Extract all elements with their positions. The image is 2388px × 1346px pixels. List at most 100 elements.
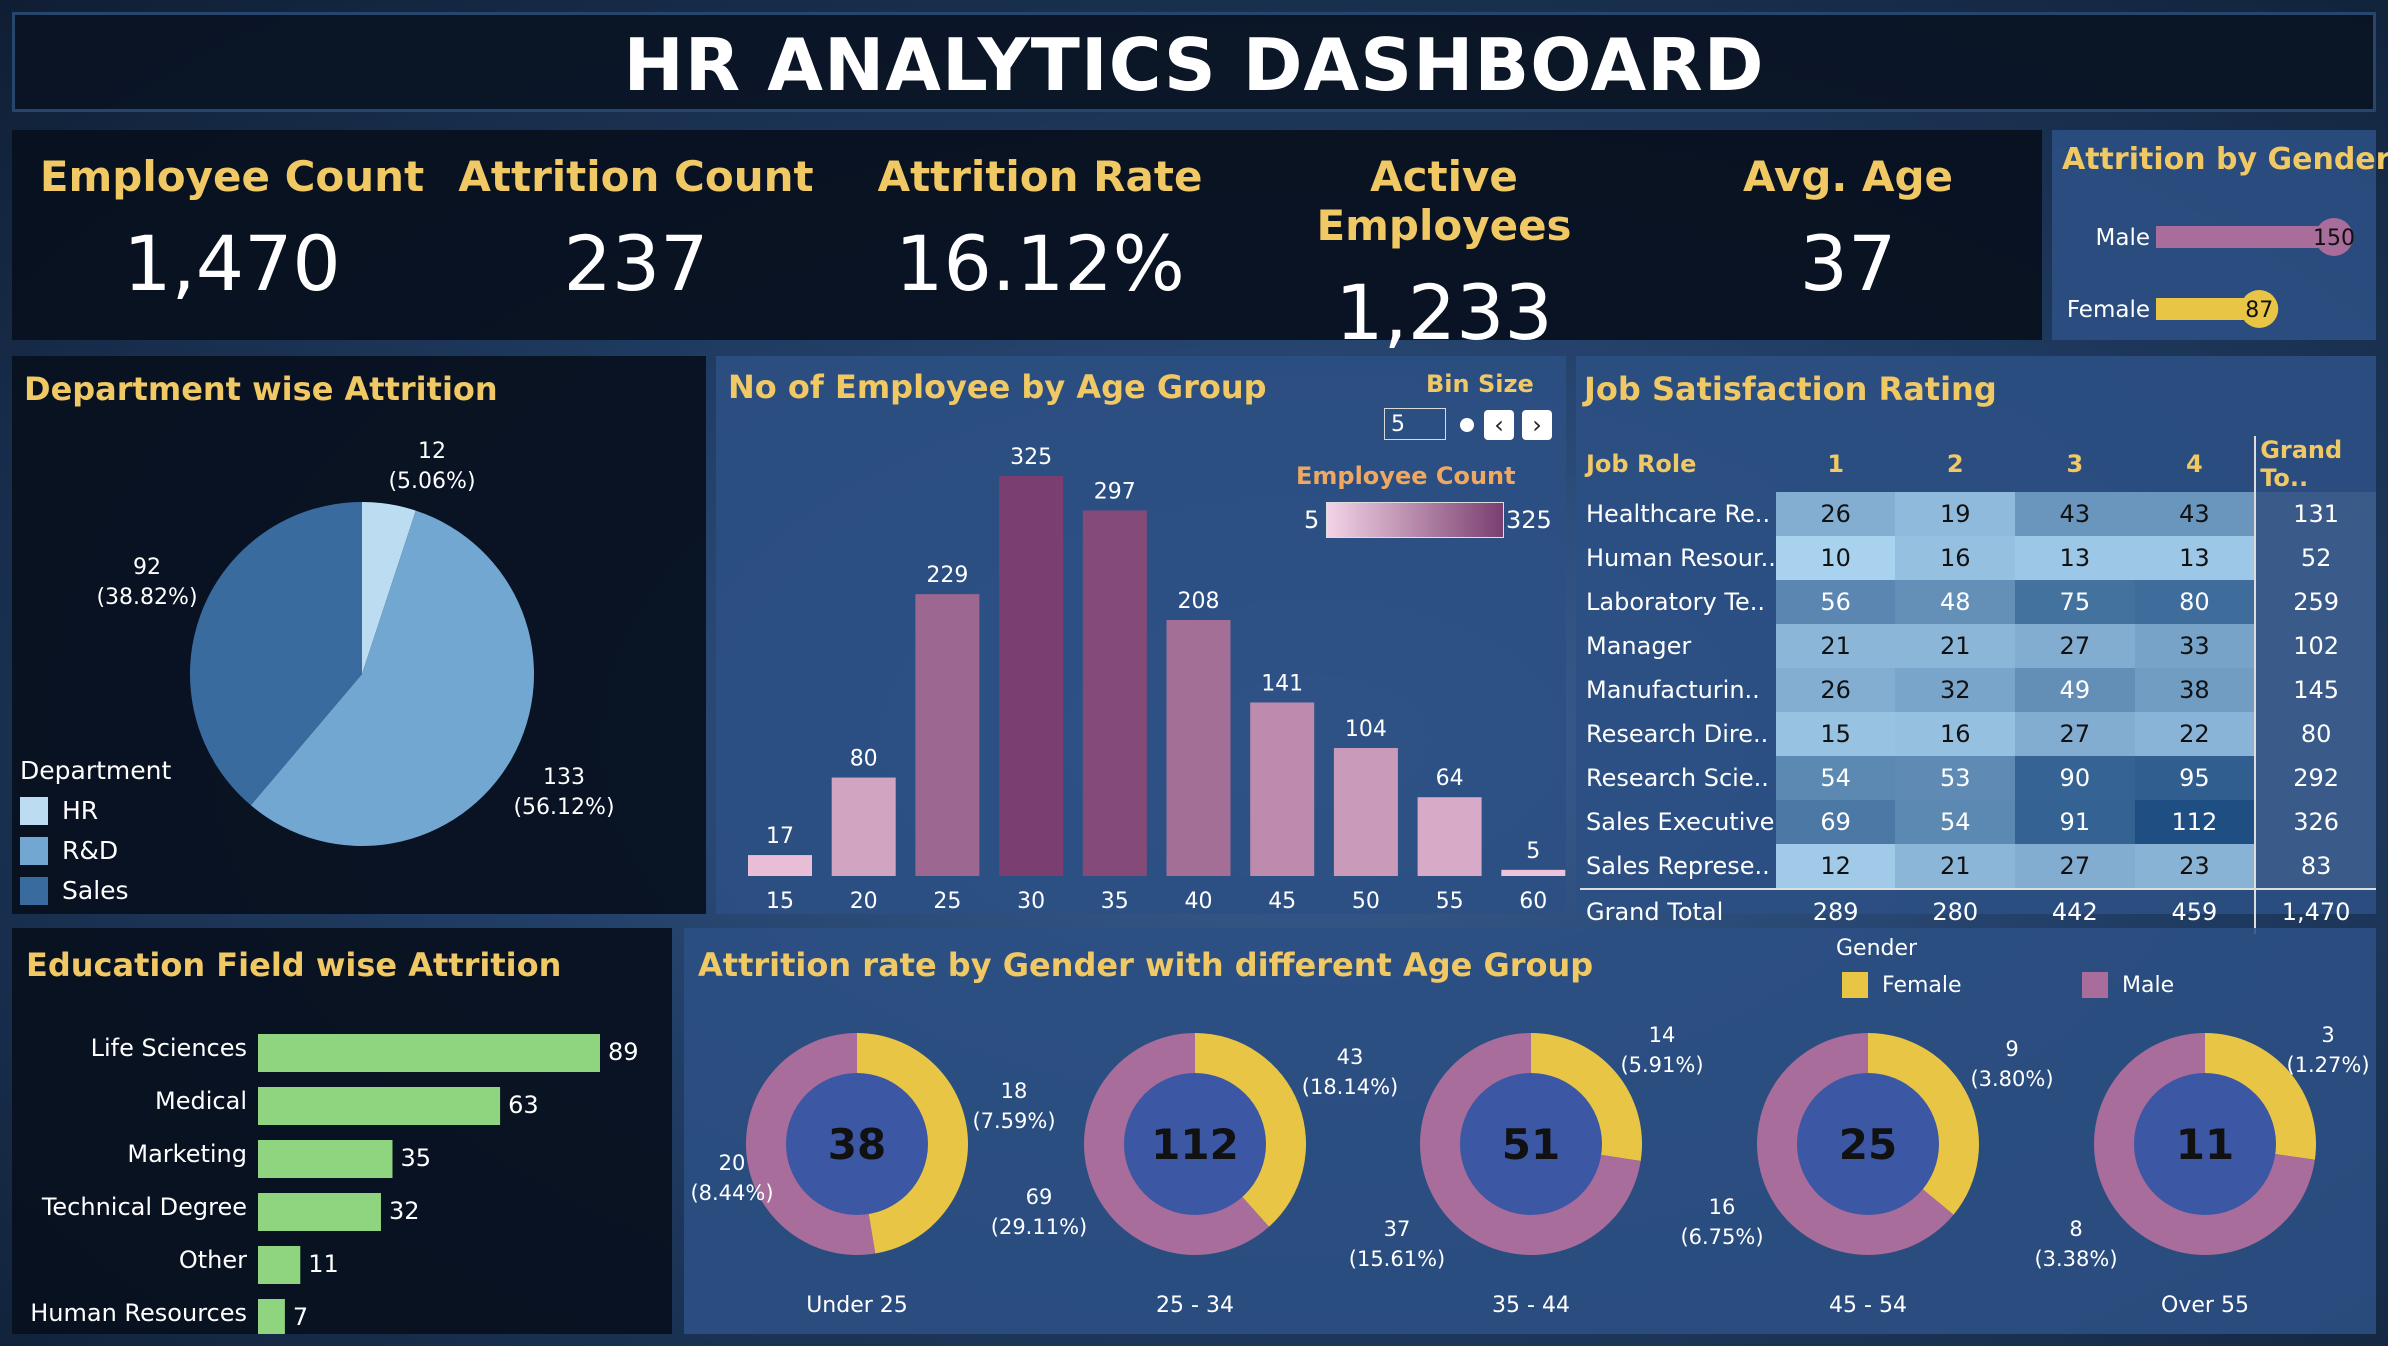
table-cell: 26 bbox=[1775, 492, 1896, 536]
dashboard-title: HR ANALYTICS DASHBOARD bbox=[623, 23, 1765, 107]
male-percent-label: (3.38%) bbox=[2034, 1247, 2117, 1271]
department-panel: Department wise Attrition 12 (5.06%) 133 (5… bbox=[12, 356, 706, 914]
legend-swatch bbox=[1842, 972, 1868, 998]
row-total: 80 bbox=[2254, 712, 2376, 756]
legend-title: Department bbox=[20, 756, 172, 785]
bar-value-label: 80 bbox=[850, 747, 878, 772]
gender-bar-chart: Male 150 Female 87 bbox=[2067, 218, 2355, 328]
row-label: Research Dire.. bbox=[1586, 720, 1769, 748]
male-percent-label: (8.44%) bbox=[690, 1181, 773, 1205]
bar-value-label: 104 bbox=[1345, 717, 1387, 742]
histogram-bar bbox=[999, 476, 1064, 876]
bar-value-label: 11 bbox=[308, 1250, 339, 1278]
bar-category-label: Other bbox=[179, 1246, 247, 1274]
female-value-label: 18 bbox=[1001, 1079, 1028, 1103]
female-percent-label: (18.14%) bbox=[1302, 1075, 1398, 1099]
table-cell: 442 bbox=[2015, 888, 2135, 934]
kpi-panel: Employee Count 1,470 Attrition Count 237… bbox=[12, 130, 2042, 357]
panel-title: No of Employee by Age Group bbox=[728, 368, 1267, 406]
bin-size-handle[interactable] bbox=[1460, 418, 1474, 432]
bin-size-input[interactable]: 5 bbox=[1384, 408, 1446, 440]
age-group-label: 45 - 54 bbox=[1829, 1293, 1907, 1318]
column-header: 4 bbox=[2186, 450, 2203, 478]
histogram-bar bbox=[1501, 869, 1566, 876]
table-cell: 16 bbox=[1895, 712, 2016, 756]
bar-value-label: 32 bbox=[389, 1197, 420, 1225]
table-cell: 27 bbox=[2015, 844, 2135, 889]
donut-center-value: 25 bbox=[1839, 1120, 1897, 1169]
table-cell: 75 bbox=[2015, 580, 2135, 624]
row-total: 83 bbox=[2254, 844, 2376, 889]
age-histogram: 17 15 80 20 229 25 325 30 297 35 208 40 141 45 104 50 64… bbox=[748, 445, 1566, 914]
table-cell: 21 bbox=[1895, 624, 2016, 668]
chevron-left-icon[interactable]: ‹ bbox=[1484, 410, 1514, 440]
age-group-label: Over 55 bbox=[2161, 1293, 2249, 1318]
color-legend-title: Employee Count bbox=[1296, 462, 1516, 490]
gender-panel: Attrition by Gender Male 150 Female 87 bbox=[2052, 130, 2388, 340]
legend-item-sales: Sales bbox=[20, 876, 129, 905]
table-cell: 19 bbox=[1895, 492, 2016, 536]
bar bbox=[2156, 226, 2334, 248]
table-cell: 54 bbox=[1895, 800, 2016, 844]
table-row: Healthcare Re.. 26 19 43 43 131 bbox=[1580, 492, 2376, 536]
panel-title: Department wise Attrition bbox=[24, 370, 498, 408]
column-header: Job Role bbox=[1586, 450, 1697, 478]
table-cell: 280 bbox=[1895, 888, 2016, 934]
pie-slice bbox=[250, 510, 535, 847]
panel-title: Attrition by Gender bbox=[2062, 142, 2388, 177]
table-cell: 12 bbox=[1775, 844, 1896, 889]
histogram-bar bbox=[1082, 510, 1147, 876]
x-tick-label: 25 bbox=[933, 889, 961, 914]
column-header: 2 bbox=[1946, 450, 1964, 478]
pie-slice bbox=[189, 501, 362, 806]
chevron-right-icon[interactable]: › bbox=[1522, 410, 1552, 440]
x-tick-label: 45 bbox=[1268, 889, 1296, 914]
x-tick-label: 15 bbox=[766, 889, 794, 914]
legend-swatch bbox=[20, 796, 48, 825]
row-label: Human Resour.. bbox=[1586, 544, 1776, 572]
table-row: Human Resour.. 10 16 13 13 52 bbox=[1580, 536, 2376, 580]
kpi-label: Employee Count bbox=[39, 152, 425, 201]
title-bar: HR ANALYTICS DASHBOARD bbox=[12, 12, 2376, 112]
donut-hole bbox=[1124, 1073, 1266, 1215]
department-pie-chart: 12 (5.06%) 133 (56.12%) 92 (38.82%) bbox=[96, 439, 615, 847]
donut-hole bbox=[2134, 1073, 2276, 1215]
female-percent-label: (1.27%) bbox=[2286, 1053, 2369, 1077]
row-total: 259 bbox=[2254, 580, 2376, 624]
row-label: Sales Executive bbox=[1586, 808, 1775, 836]
male-value-label: 37 bbox=[1384, 1217, 1411, 1241]
column-header: 1 bbox=[1827, 450, 1845, 478]
bar bbox=[2156, 298, 2260, 320]
kpi-active-employees: Active Employees 1,233 bbox=[1244, 130, 1644, 357]
panel-title: Job Satisfaction Rating bbox=[1584, 370, 1997, 408]
bar-value-label: 325 bbox=[1010, 445, 1052, 470]
bar-category-label: Marketing bbox=[127, 1140, 247, 1168]
female-percent-label: (7.59%) bbox=[972, 1109, 1055, 1133]
donut-center-value: 11 bbox=[2176, 1120, 2234, 1169]
row-label: Healthcare Re.. bbox=[1586, 500, 1771, 528]
row-total: 52 bbox=[2254, 536, 2376, 580]
kpi-employee-count: Employee Count 1,470 bbox=[32, 130, 432, 308]
kpi-avg-age: Avg. Age 37 bbox=[1648, 130, 2048, 308]
female-percent-label: (5.91%) bbox=[1620, 1053, 1703, 1077]
bar-value-label: 63 bbox=[508, 1091, 539, 1119]
male-value-label: 16 bbox=[1709, 1195, 1736, 1219]
bin-size-label: Bin Size bbox=[1426, 370, 1534, 398]
bar-value-label: 17 bbox=[766, 824, 794, 849]
legend-label: Sales bbox=[62, 876, 129, 905]
legend-swatch bbox=[20, 836, 48, 865]
histogram-bar bbox=[1250, 702, 1315, 876]
kpi-value: 16.12% bbox=[895, 219, 1185, 308]
donut-center-value: 112 bbox=[1151, 1120, 1239, 1169]
bar bbox=[258, 1193, 381, 1231]
histogram-bar bbox=[1166, 620, 1231, 876]
bar-category-label: Medical bbox=[155, 1087, 247, 1115]
table-cell: 32 bbox=[1895, 668, 2016, 712]
male-value-label: 69 bbox=[1026, 1185, 1053, 1209]
education-bar-chart: Life Sciences 89 Medical 63 Marketing 35 Techn… bbox=[30, 1034, 639, 1334]
table-header-row: Job Role 1 2 3 4 Grand To.. bbox=[1580, 436, 2376, 492]
panel-title: Education Field wise Attrition bbox=[26, 946, 562, 984]
table-cell: 54 bbox=[1775, 756, 1896, 800]
row-label: Manufacturin.. bbox=[1586, 676, 1760, 704]
